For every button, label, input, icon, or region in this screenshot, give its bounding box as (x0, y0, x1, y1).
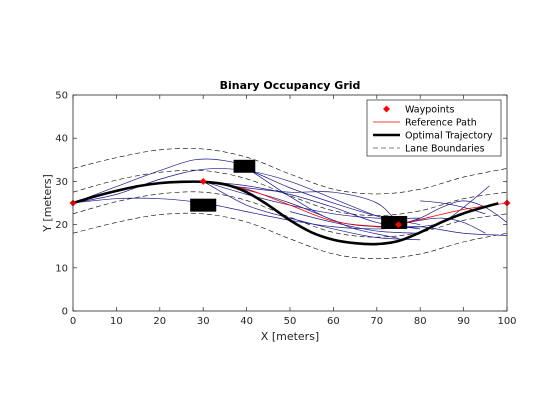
y-tick-label-5: 50 (55, 91, 68, 102)
plot-area: 0 10 20 30 40 50 60 70 80 90 100 0 10 20 30 40 50 (55, 91, 516, 328)
obstacle-1 (233, 159, 256, 173)
x-tick-label-6: 60 (327, 316, 340, 327)
lane-boundary-1 (73, 148, 507, 195)
x-tick-label-8: 80 (414, 316, 427, 327)
waypoint-marker-3 (394, 221, 403, 229)
candidate-trajectory-6 (203, 181, 421, 219)
y-axis-label: Y [meters] (41, 174, 54, 233)
lane-boundary-2 (73, 169, 507, 216)
x-tick-label-3: 30 (197, 316, 210, 327)
legend-reference-path-label: Reference Path (405, 118, 477, 129)
lane-boundary-3 (73, 191, 507, 238)
obstacle-2 (190, 198, 217, 212)
optimal-trajectory-line (73, 180, 499, 246)
legend-waypoints-marker (382, 105, 391, 113)
x-tick-label-2: 20 (153, 316, 166, 327)
legend: Waypoints Reference Path Optimal Trajector… (366, 99, 502, 157)
y-tick-label-2: 20 (55, 220, 68, 231)
x-tick-label-7: 70 (370, 316, 383, 327)
x-tick-label-10: 100 (497, 316, 516, 327)
waypoint-marker-2 (199, 177, 207, 185)
data-layer (73, 148, 507, 260)
candidate-trajectory-5 (203, 181, 421, 230)
legend-waypoints-label: Waypoints (405, 105, 454, 116)
candidate-trajectory-15 (289, 211, 421, 234)
x-axis-label: X [meters] (261, 330, 319, 343)
candidate-trajectory-13 (420, 185, 490, 228)
y-tick-label-3: 30 (55, 177, 68, 188)
x-tick-label-4: 40 (240, 316, 253, 327)
x-tick-label-5: 50 (284, 316, 297, 327)
x-tick-label-0: 0 (70, 316, 76, 327)
candidate-trajectory-4 (203, 181, 399, 225)
chart-title: Binary Occupancy Grid (220, 79, 361, 92)
x-tick-label-9: 90 (457, 316, 470, 327)
legend-lane-boundaries-label: Lane Boundaries (405, 144, 485, 155)
y-tick-label-0: 0 (62, 307, 68, 318)
y-tick-label-4: 40 (55, 134, 68, 145)
lane-boundary-4 (73, 212, 507, 260)
x-tick-label-1: 10 (110, 316, 123, 327)
candidate-trajectory-7 (203, 181, 421, 241)
candidate-trajectory-11 (398, 200, 507, 225)
obstacle-3 (381, 215, 408, 229)
y-tick-label-1: 10 (55, 263, 68, 274)
legend-optimal-trajectory-label: Optimal Trajectory (405, 131, 493, 142)
